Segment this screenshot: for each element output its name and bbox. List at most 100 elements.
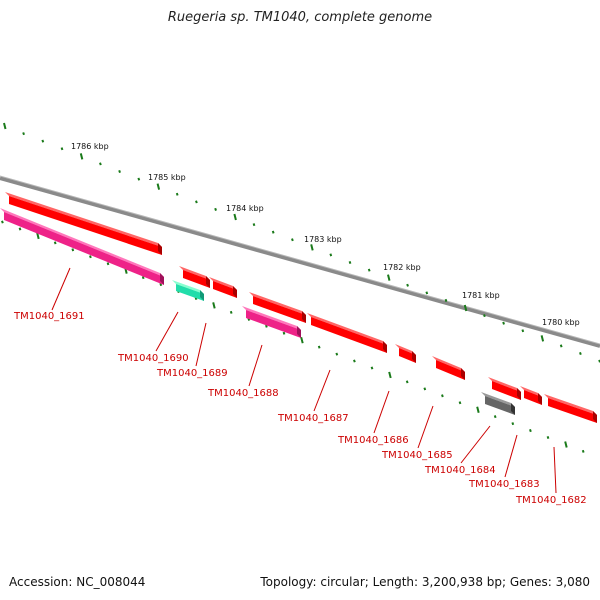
label-leader-line: [155, 311, 179, 352]
gene-block-tm1040-1688-side: [302, 311, 306, 323]
gene-block-tm1040-1687: [311, 317, 387, 353]
lower-minor-tick: [423, 387, 427, 391]
gene-block-tm1040-1691-side: [158, 243, 162, 255]
genome-title: Ruegeria sp. TM1040, complete genome: [167, 10, 433, 25]
lower-minor-tick: [159, 283, 163, 287]
lower-major-tick: [476, 406, 480, 413]
gene-block-tm1040-1683-side: [538, 393, 542, 405]
ruler-minor-tick: [559, 344, 563, 348]
ruler-label: 1782 kbp: [383, 263, 421, 272]
gene-label: TM1040_1688: [207, 388, 279, 399]
ruler-minor-tick: [502, 321, 505, 325]
genome-summary: Topology: circular; Length: 3,200,938 bp…: [260, 575, 590, 589]
ruler-minor-tick: [348, 260, 352, 265]
lower-minor-tick: [317, 345, 321, 349]
lower-minor-tick: [265, 324, 268, 328]
ruler-minor-tick: [271, 230, 275, 234]
ruler-minor-tick: [521, 329, 525, 333]
lower-minor-tick: [53, 241, 57, 245]
lower-minor-tick: [511, 422, 515, 426]
gene-block-tm1040-1684-top: [481, 392, 515, 407]
gene-block-tm1040-1683-top: [520, 386, 542, 397]
ruler-minor-tick: [118, 169, 121, 174]
label-leader-line: [313, 369, 331, 412]
ruler-minor-tick: [483, 314, 486, 318]
ruler-minor-tick: [291, 238, 294, 242]
ruler-minor-tick: [579, 352, 582, 356]
gene-block-tm1040-1689-top: [209, 277, 237, 290]
accession-label: Accession: NC_008044: [9, 575, 146, 589]
gene-block-tm1040-1690-side: [206, 276, 210, 288]
lower-minor-tick: [1, 220, 4, 224]
ruler-major-tick: [463, 304, 468, 312]
gene-block-tm1040-1688-top: [249, 292, 306, 315]
gene-block-tm1040-1688: [253, 296, 306, 323]
ruler-label: 1786 kbp: [71, 142, 109, 151]
ruler-minor-tick: [99, 162, 102, 166]
lower-minor-tick: [529, 429, 532, 433]
gene-block-tm1040-1686-top: [395, 344, 416, 355]
gene-block-tm1040-1690: [183, 270, 210, 288]
gene-label: TM1040_1691: [13, 311, 85, 322]
label-leader-line: [460, 425, 491, 464]
ruler-label: 1785 kbp: [148, 173, 186, 182]
gene-label: TM1040_1684: [424, 465, 496, 476]
gene-block-tm1040-1687-side: [383, 341, 387, 353]
lower-minor-tick: [458, 401, 462, 405]
gene-block-tm1040-1690: [176, 284, 204, 301]
label-leader-line: [504, 434, 518, 478]
gene-block-tm1040-1691-top: [5, 192, 162, 247]
lower-minor-tick: [370, 366, 374, 370]
ruler-minor-tick: [329, 253, 333, 257]
gene-block-tm1040-1691: [9, 196, 162, 255]
lower-minor-tick: [493, 415, 497, 419]
ruler-minor-tick: [425, 291, 429, 295]
gene-block-tm1040-1686: [399, 348, 416, 363]
ruler-minor-tick: [406, 283, 409, 287]
lower-minor-tick: [353, 359, 356, 363]
gene-block-tm1040-1691-side: [160, 273, 164, 285]
ruler-minor-tick: [137, 177, 141, 181]
lower-minor-tick: [546, 435, 550, 440]
gene-block-tm1040-1690-top: [172, 280, 204, 294]
ruler-minor-tick: [41, 139, 45, 143]
ruler-minor-tick: [22, 132, 25, 136]
lower-major-tick: [388, 371, 392, 379]
backbone-highlight: [0, 175, 600, 345]
gene-block-tm1040-1686-side: [412, 351, 416, 363]
label-leader-line: [195, 322, 207, 367]
ruler-minor-tick: [252, 223, 256, 227]
gene-block-tm1040-1684-side: [517, 388, 521, 400]
lower-minor-tick: [441, 394, 444, 398]
ruler-major-tick: [3, 122, 7, 130]
ruler-major-tick: [310, 244, 314, 251]
gene-block-tm1040-1691-top: [0, 208, 164, 277]
ruler-major-tick: [156, 183, 161, 190]
ruler-label: 1781 kbp: [462, 291, 500, 300]
gene-block-tm1040-1685: [436, 360, 465, 380]
gene-block-tm1040-1682: [548, 398, 597, 423]
ruler-minor-tick: [214, 207, 217, 211]
gene-block-tm1040-1682-side: [593, 411, 597, 423]
gene-label: TM1040_1687: [277, 413, 349, 424]
lower-minor-tick: [71, 248, 75, 252]
gene-block-tm1040-1684: [485, 396, 515, 415]
gene-block-tm1040-1687-top: [307, 313, 387, 345]
lower-minor-tick: [18, 227, 22, 231]
lower-major-tick: [564, 441, 568, 448]
ruler-minor-tick: [367, 268, 371, 272]
lower-major-tick: [212, 302, 216, 309]
lower-minor-tick: [282, 331, 286, 335]
label-leader-line: [248, 344, 263, 387]
ruler-label: 1784 kbp: [226, 204, 264, 213]
lower-minor-tick: [106, 262, 110, 266]
ruler-minor-tick: [195, 200, 198, 204]
ruler-minor-tick: [60, 147, 64, 151]
gene-label: TM1040_1690: [117, 353, 189, 364]
gene-block-tm1040-1684-side: [511, 403, 515, 415]
gene-block-tm1040-1688: [246, 310, 301, 338]
ruler-minor-tick: [444, 298, 448, 302]
label-leader-line: [373, 390, 390, 434]
ruler-label: 1783 kbp: [304, 235, 342, 244]
